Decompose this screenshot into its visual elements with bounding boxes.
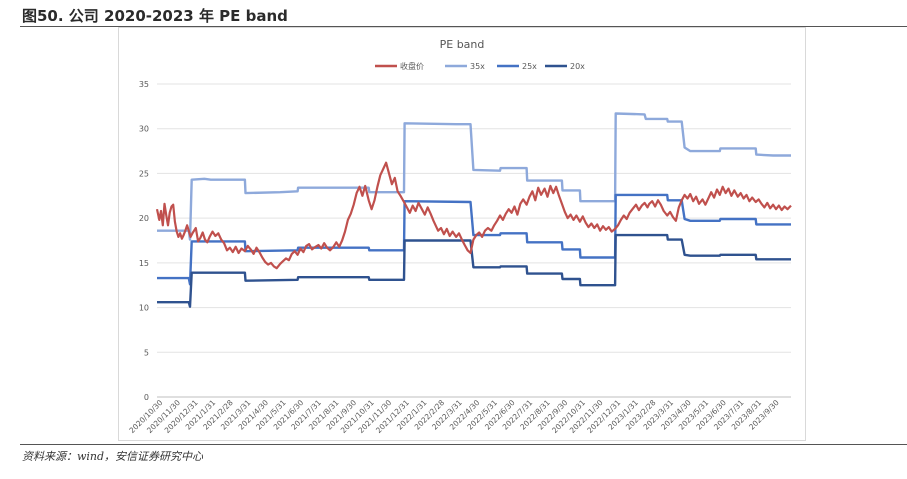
source-note: 资料来源：wind，安信证券研究中心: [22, 450, 204, 463]
legend-item: 35x: [445, 62, 485, 71]
chart-frame: PE band 收盘价 35x 25x 20x 0 5 10 15 20 25 30 35 2020…: [118, 27, 806, 441]
y-tick-label: 5: [144, 348, 149, 357]
bottom-rule: [20, 444, 907, 445]
series-group: [155, 112, 792, 308]
legend-label: 收盘价: [400, 61, 424, 71]
legend-label: 20x: [570, 62, 585, 71]
x-axis: 2020/10/302020/11/302020/12/312021/1/312…: [127, 398, 780, 435]
legend-item: 收盘价: [375, 61, 424, 71]
y-axis: 0 5 10 15 20 25 30 35: [139, 80, 149, 402]
y-tick-label: 30: [139, 125, 149, 134]
series-line-35x: [157, 112, 791, 241]
y-tick-label: 35: [139, 80, 149, 89]
legend-item: 20x: [545, 62, 585, 71]
legend-label: 25x: [522, 62, 537, 71]
y-tick-label: 20: [139, 214, 149, 223]
grid: [157, 83, 791, 398]
legend: 收盘价 35x 25x 20x: [375, 61, 585, 71]
y-tick-label: 10: [139, 304, 149, 313]
legend-label: 35x: [470, 62, 485, 71]
pe-band-chart: PE band 收盘价 35x 25x 20x 0 5 10 15 20 25 30 35 2020…: [127, 38, 792, 435]
figure-title: 图50. 公司 2020-2023 年 PE band: [22, 7, 288, 25]
series-line-20x: [157, 233, 791, 308]
y-tick-label: 15: [139, 259, 149, 268]
legend-item: 25x: [497, 62, 537, 71]
series-line-25x: [157, 193, 791, 286]
series-line-收盘价: [155, 161, 792, 270]
top-rule: [20, 26, 907, 27]
chart-title: PE band: [440, 38, 485, 51]
y-tick-label: 25: [139, 169, 149, 178]
y-tick-label: 0: [144, 393, 149, 402]
